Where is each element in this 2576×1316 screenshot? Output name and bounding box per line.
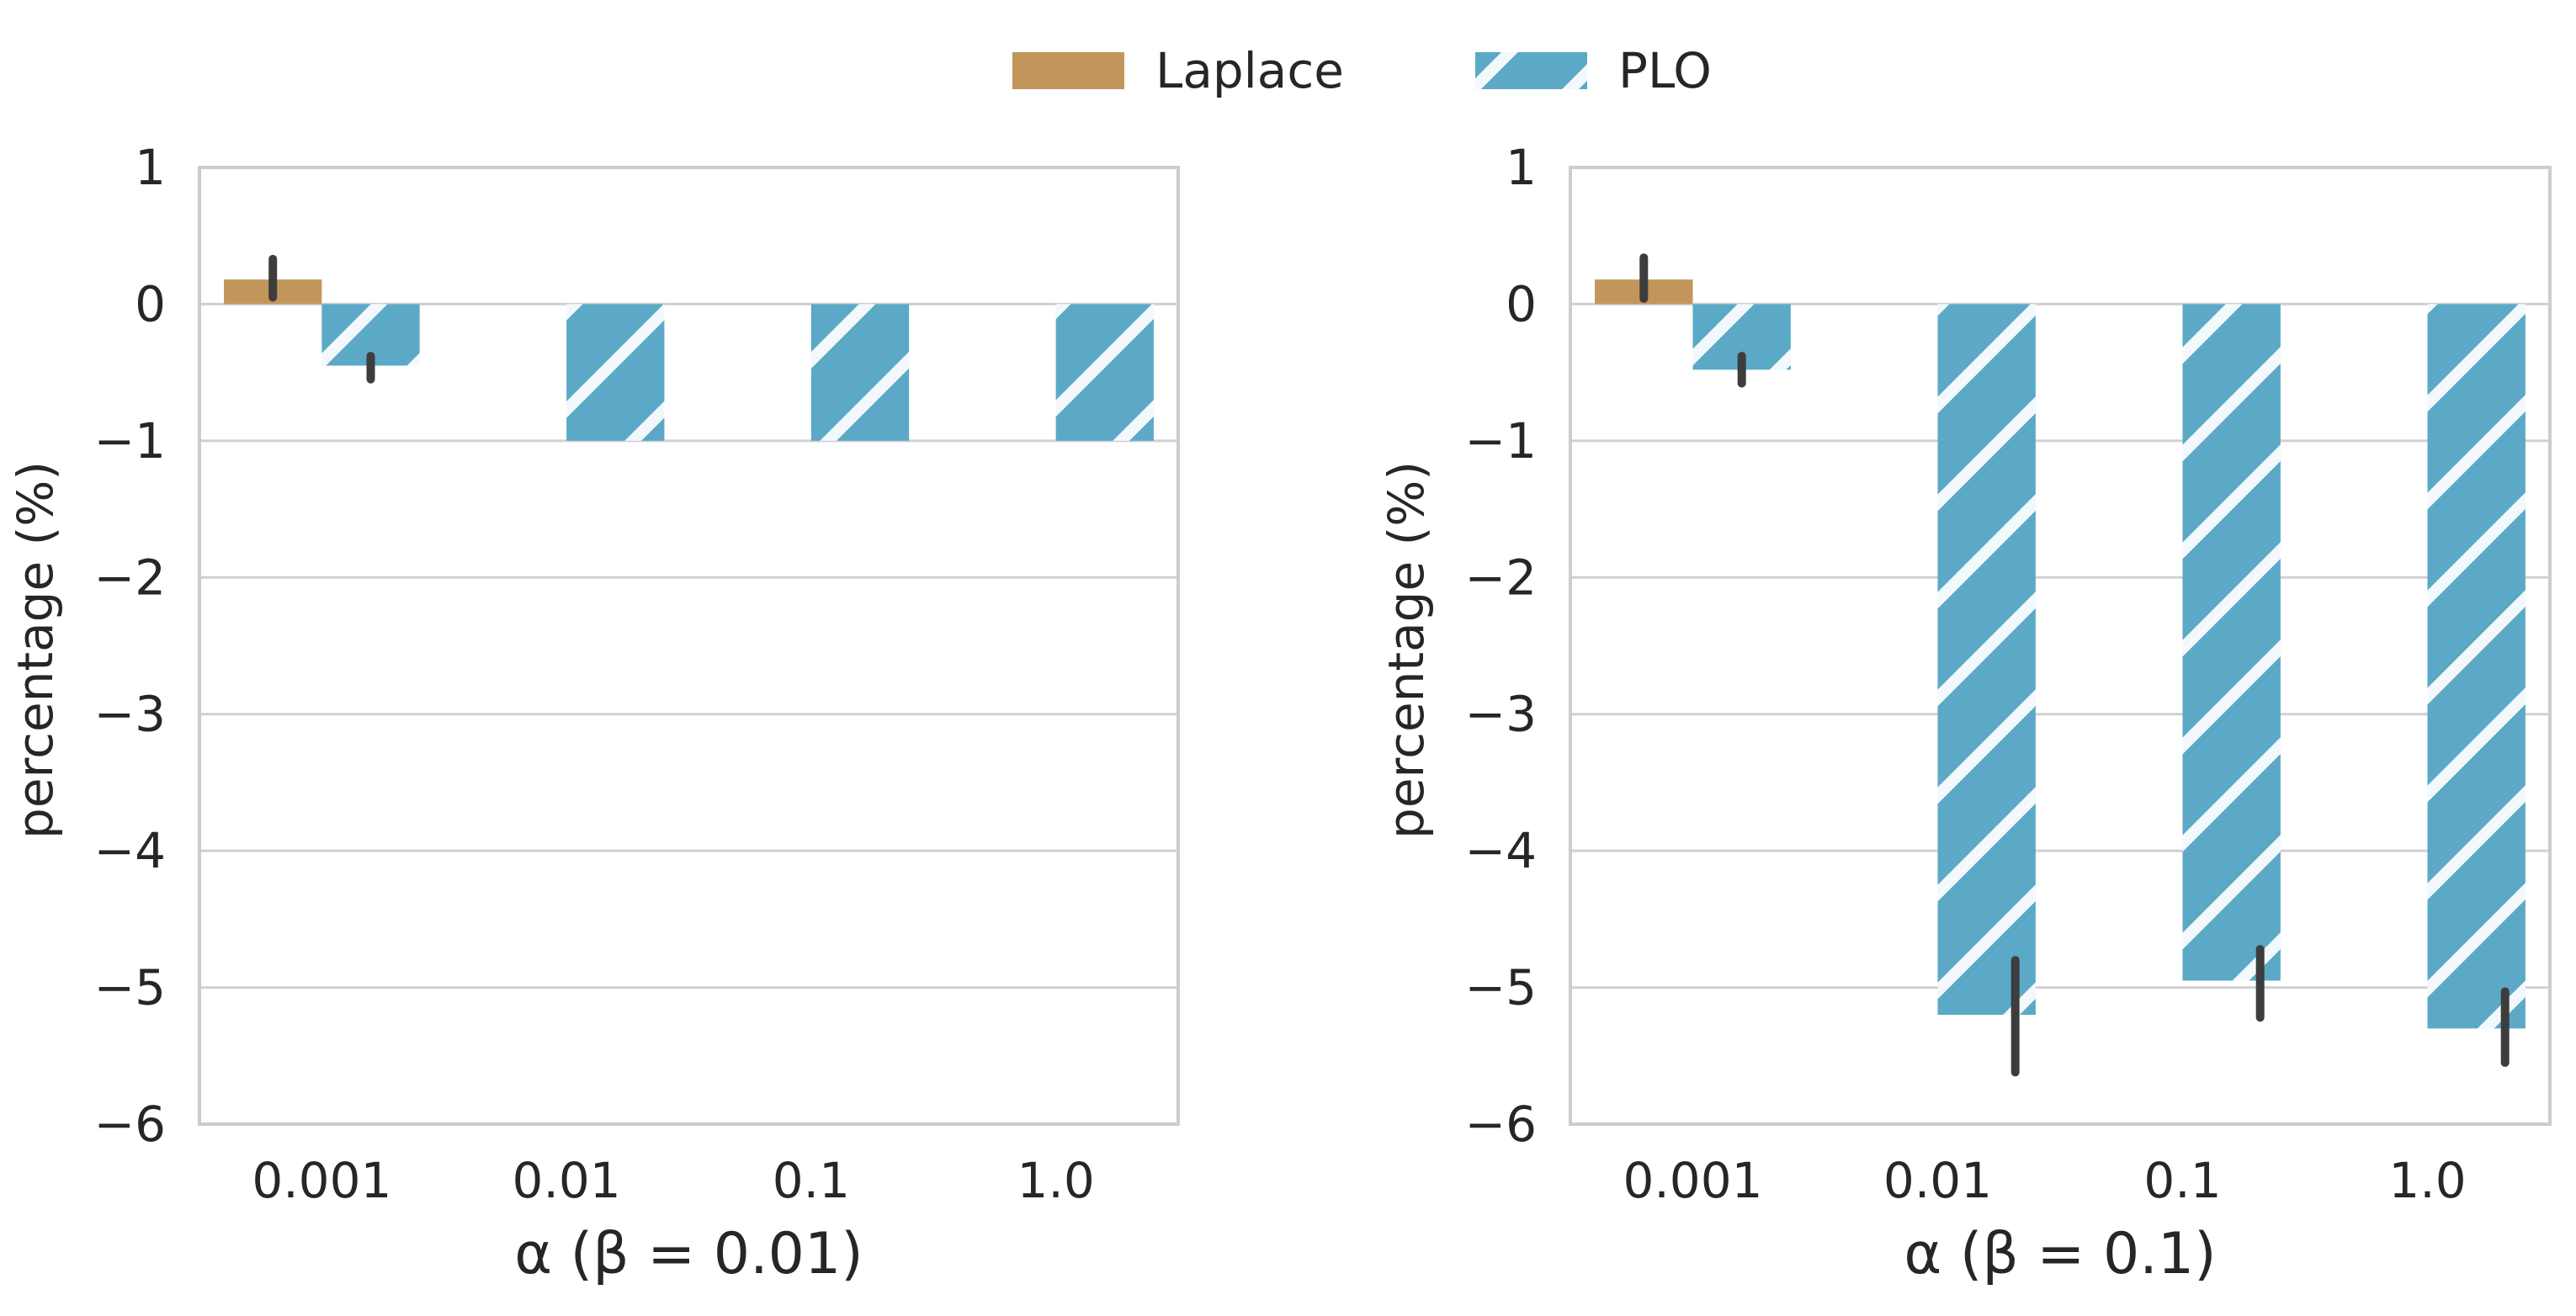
xtick-label: 0.001 — [1623, 1152, 1762, 1209]
panel-left: −6 −5 −4 −3 −2 −1 0 1 percentage (%) 0.001 0.01 0.1… — [7, 139, 1180, 1287]
ytick-label: 0 — [135, 275, 166, 332]
legend-swatch-plo — [1475, 52, 1587, 89]
legend: Laplace PLO — [1012, 42, 1712, 99]
ytick-label: −1 — [94, 412, 167, 470]
legend-label-plo: PLO — [1618, 42, 1712, 99]
ytick-label: −2 — [1465, 549, 1538, 606]
bar-plo-0.01 — [566, 304, 665, 441]
xtick-label: 1.0 — [2388, 1152, 2466, 1209]
xtick-label: 0.01 — [1883, 1152, 1992, 1209]
ytick-label: −6 — [94, 1096, 167, 1153]
ytick-label: 0 — [1506, 275, 1537, 332]
ytick-label: −2 — [94, 549, 167, 606]
xtick-label: 0.1 — [773, 1152, 850, 1209]
ytick-label: 1 — [135, 139, 166, 196]
plot-frame — [198, 166, 1180, 1126]
panel-right: −6 −5 −4 −3 −2 −1 0 1 percentage (%) 0.001 0.01 0.1… — [1378, 139, 2552, 1287]
bar-plo-0.1 — [810, 304, 910, 441]
ytick-label: −4 — [94, 822, 167, 879]
ytick-label: −5 — [1465, 959, 1538, 1016]
bar-plo-1.0 — [2427, 304, 2526, 1029]
xtick-label: 0.001 — [252, 1152, 391, 1209]
y-axis-label: percentage (%) — [7, 461, 64, 839]
ytick-label: −3 — [94, 686, 167, 743]
xtick-label: 0.1 — [2143, 1152, 2221, 1209]
xtick-label: 0.01 — [513, 1152, 621, 1209]
bar-plo-0.01 — [1937, 304, 2036, 1016]
bar-plo-1.0 — [1055, 304, 1154, 441]
ytick-label: 1 — [1506, 139, 1537, 196]
x-axis-label: α (β = 0.1) — [1904, 1221, 2216, 1287]
bar-plo-0.1 — [2182, 304, 2281, 981]
ytick-label: −3 — [1465, 686, 1538, 743]
ytick-label: −6 — [1465, 1096, 1538, 1153]
ytick-label: −5 — [94, 959, 167, 1016]
x-axis-label: α (β = 0.01) — [514, 1221, 863, 1287]
legend-label-laplace: Laplace — [1155, 42, 1344, 99]
xtick-label: 1.0 — [1017, 1152, 1095, 1209]
plot-frame — [1569, 166, 2552, 1126]
ytick-label: −4 — [1465, 822, 1538, 879]
legend-swatch-laplace — [1012, 52, 1124, 89]
ytick-label: −1 — [1465, 412, 1538, 470]
y-axis-label: percentage (%) — [1378, 461, 1435, 839]
